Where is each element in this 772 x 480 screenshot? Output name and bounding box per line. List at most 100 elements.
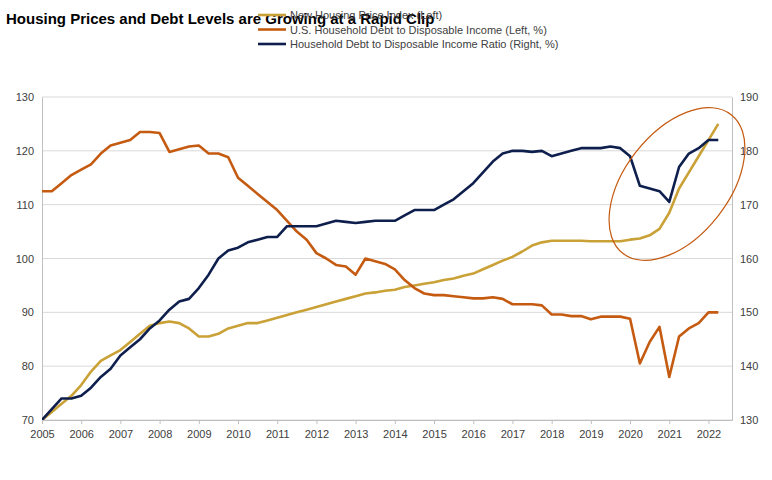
tick: 130: [16, 91, 42, 103]
tick-mark: [42, 420, 43, 424]
legend-swatch: [258, 28, 286, 31]
tick-label: 100: [16, 253, 34, 265]
tick-mark: [120, 420, 121, 424]
tick-mark: [473, 420, 474, 424]
tick-label: 140: [740, 360, 758, 372]
tick: 2016: [462, 420, 486, 440]
tick-label: 2018: [540, 428, 564, 440]
tick: 2006: [69, 420, 93, 440]
tick-mark: [512, 420, 513, 424]
x-axis: 2005200620072008200920102011201220132014…: [30, 420, 732, 440]
tick: 2012: [305, 420, 329, 440]
lines: [42, 124, 718, 420]
x-axis-line: [43, 420, 733, 421]
tick-label: 2015: [422, 428, 446, 440]
tick-label: 2008: [148, 428, 172, 440]
tick: 2018: [540, 420, 564, 440]
legend: New Housing Price Index (Left) U.S. House…: [258, 9, 558, 50]
tick: 150: [732, 306, 758, 318]
tick: 90: [22, 306, 42, 318]
tick-label: 2012: [305, 428, 329, 440]
tick-label: 2022: [697, 428, 721, 440]
y-axis-line: [42, 98, 43, 421]
tick: 110: [16, 199, 42, 211]
y-axis: 70 80 90 100 110 120 130: [16, 91, 43, 426]
legend-label: Household Debt to Disposable Income Rati…: [290, 38, 558, 50]
tick: 2022: [697, 420, 721, 440]
tick-label: 2010: [226, 428, 250, 440]
legend-swatch: [258, 14, 286, 17]
tick: 70: [22, 414, 42, 426]
tick: 2007: [109, 420, 133, 440]
tick-label: 130: [16, 91, 34, 103]
tick-mark: [356, 420, 357, 424]
tick-mark: [238, 420, 239, 424]
tick-mark: [316, 420, 317, 424]
tick-label: 80: [22, 360, 34, 372]
tick-label: 150: [740, 306, 758, 318]
tick: 2010: [226, 420, 250, 440]
tick-label: 170: [740, 199, 758, 211]
tick-label: 190: [740, 91, 758, 103]
series-line: [42, 124, 718, 420]
y2-axis-line: [732, 98, 733, 421]
highlight-ellipse: [582, 83, 772, 286]
tick-label: 2006: [69, 428, 93, 440]
chart: Housing Prices and Debt Levels are Growi…: [0, 0, 772, 480]
tick: 2017: [501, 420, 525, 440]
tick-label: 2016: [462, 428, 486, 440]
tick: 2009: [187, 420, 211, 440]
tick-label: 130: [740, 414, 758, 426]
tick: 2019: [579, 420, 603, 440]
tick: 100: [16, 253, 42, 265]
tick-label: 2014: [383, 428, 407, 440]
tick: 2014: [383, 420, 407, 440]
tick-label: 120: [16, 145, 34, 157]
tick: 190: [732, 91, 758, 103]
tick-mark: [160, 420, 161, 424]
plot: 2005200620072008200920102011201220132014…: [16, 91, 759, 440]
tick-mark: [552, 420, 553, 424]
tick-label: 2021: [658, 428, 682, 440]
tick: 140: [732, 360, 758, 372]
tick-label: 2019: [579, 428, 603, 440]
tick-mark: [630, 420, 631, 424]
tick-label: 2011: [266, 428, 290, 440]
tick: 160: [732, 253, 758, 265]
legend-label: U.S. Household Debt to Disposable Income…: [290, 24, 547, 36]
tick-label: 2020: [618, 428, 642, 440]
tick-mark: [395, 420, 396, 424]
tick-mark: [708, 420, 709, 424]
series-line: [42, 132, 718, 377]
grid-line: [42, 420, 732, 421]
grid-line: [42, 312, 732, 313]
tick-mark: [434, 420, 435, 424]
tick-mark: [669, 420, 670, 424]
tick-label: 180: [740, 145, 758, 157]
series-line: [42, 140, 718, 420]
tick: 80: [22, 360, 42, 372]
legend-label: New Housing Price Index (Left): [290, 9, 442, 21]
tick: 2008: [148, 420, 172, 440]
tick-label: 2017: [501, 428, 525, 440]
tick-mark: [81, 420, 82, 424]
tick-label: 2007: [109, 428, 133, 440]
tick: 2013: [344, 420, 368, 440]
tick-label: 110: [16, 199, 34, 211]
grid-line: [42, 366, 732, 367]
tick-label: 2013: [344, 428, 368, 440]
tick-mark: [199, 420, 200, 424]
legend-swatch: [258, 43, 286, 46]
tick-label: 2009: [187, 428, 211, 440]
grid: [42, 97, 732, 420]
tick-mark: [277, 420, 278, 424]
tick-label: 70: [22, 414, 34, 426]
tick-mark: [591, 420, 592, 424]
grid-line: [42, 150, 732, 151]
tick: 120: [16, 145, 42, 157]
tick: 130: [732, 414, 758, 426]
tick: 2011: [266, 420, 290, 440]
tick-label: 160: [740, 253, 758, 265]
tick: 2020: [618, 420, 642, 440]
tick: 170: [732, 199, 758, 211]
